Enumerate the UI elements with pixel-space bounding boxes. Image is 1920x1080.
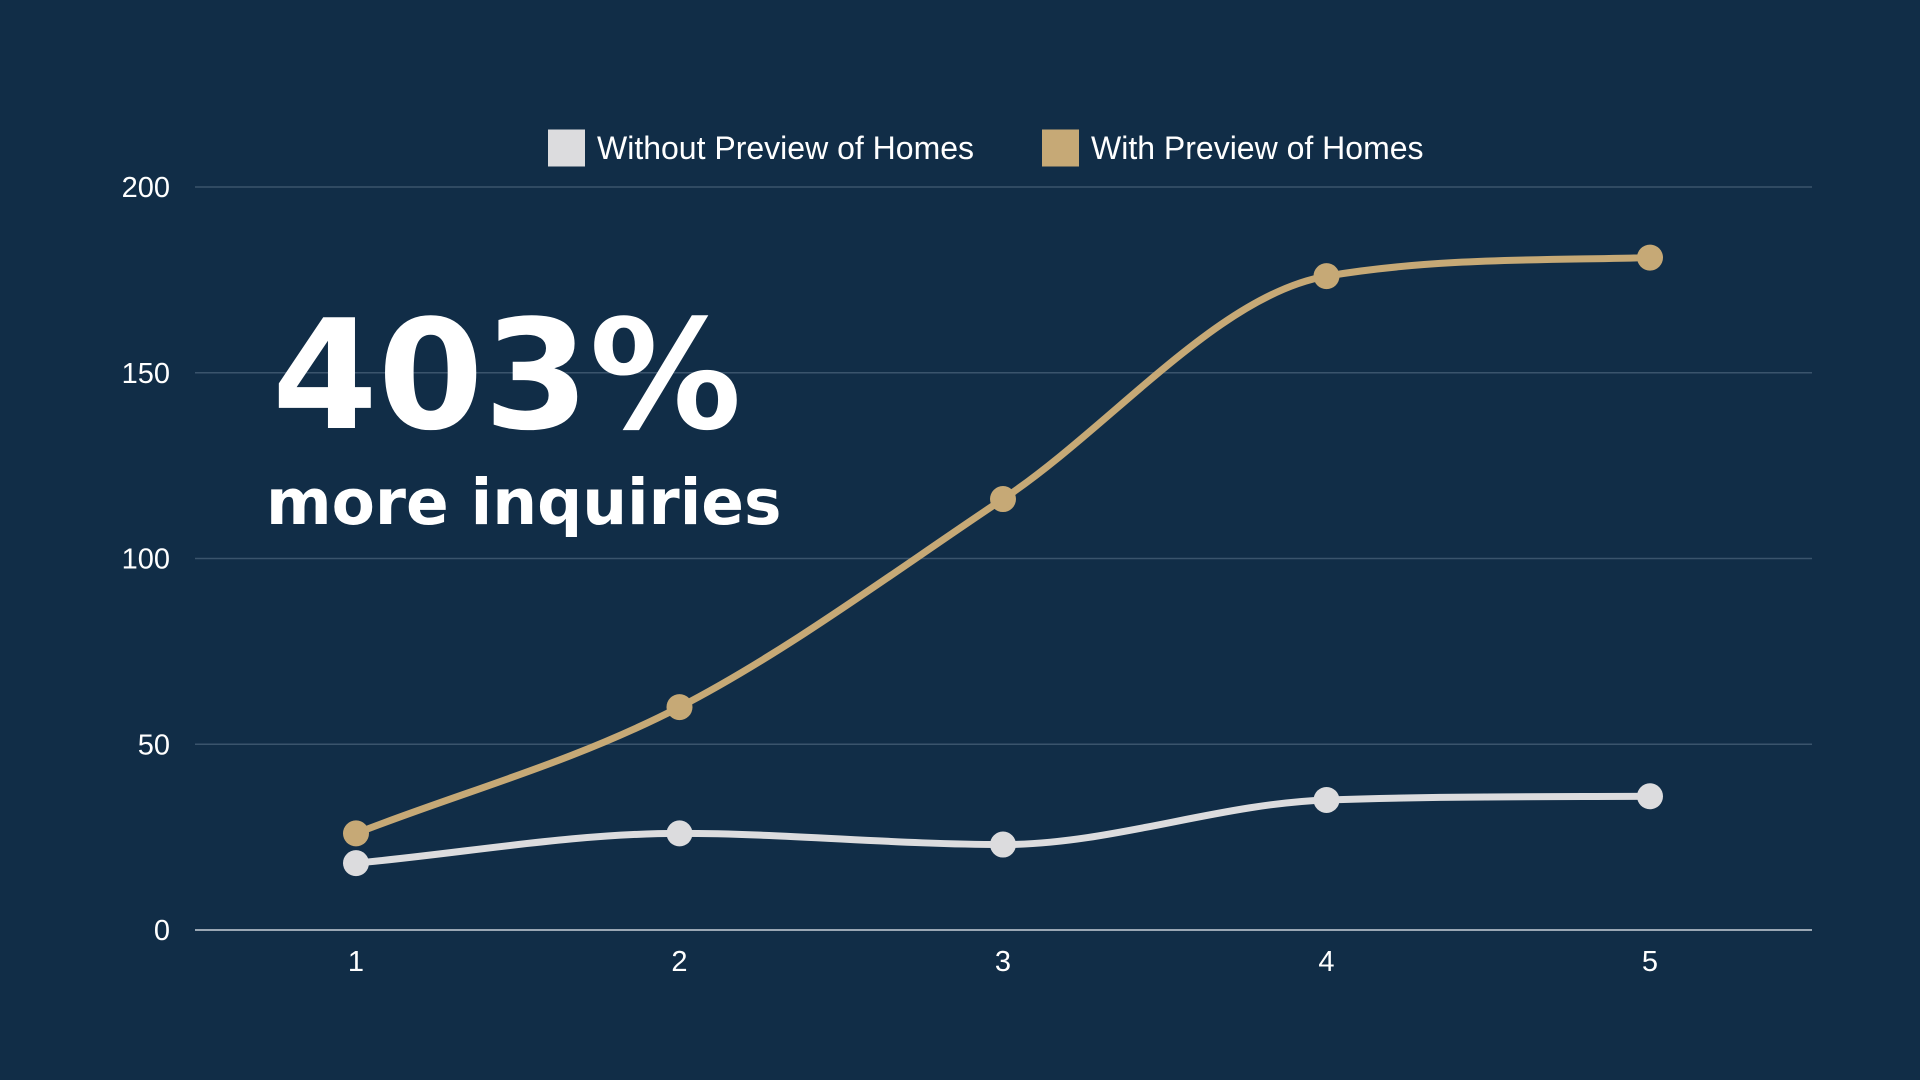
- y-tick-label: 150: [122, 358, 170, 390]
- series-1-point: [666, 820, 693, 847]
- x-tick-label: 2: [671, 946, 687, 978]
- x-tick-label: 5: [1642, 946, 1658, 978]
- x-tick-label: 3: [995, 946, 1011, 978]
- legend-swatch: [548, 129, 585, 167]
- series-1-point: [343, 850, 369, 877]
- axis-layer: 0 50 100 150 200 1 2 3 4 5: [122, 172, 1812, 978]
- legend: Without Preview of Homes With Preview of …: [548, 129, 1424, 167]
- legend-swatch: [1042, 129, 1079, 167]
- series-2-point: [1313, 263, 1340, 290]
- y-tick-label: 50: [138, 729, 170, 761]
- series-layer: [343, 244, 1663, 877]
- headline-percentage: 403%: [272, 287, 742, 464]
- x-tick-label: 4: [1318, 946, 1334, 978]
- y-tick-label: 100: [122, 544, 170, 576]
- headline-caption: more inquiries: [266, 466, 782, 539]
- series-1-point: [1313, 786, 1340, 813]
- legend-label: Without Preview of Homes: [597, 130, 974, 166]
- series-2-point: [1637, 244, 1663, 271]
- y-tick-label: 0: [154, 915, 170, 947]
- series-2-point: [666, 694, 693, 721]
- grid-layer: [195, 186, 1812, 745]
- x-tick-label: 1: [348, 946, 364, 978]
- legend-label: With Preview of Homes: [1091, 130, 1424, 166]
- series-1-point: [990, 831, 1016, 858]
- series-2-point: [990, 486, 1016, 513]
- series-2-point: [343, 820, 369, 847]
- headline-callout: 403% more inquiries: [266, 287, 782, 539]
- legend-item: With Preview of Homes: [1042, 129, 1424, 167]
- legend-item: Without Preview of Homes: [548, 129, 974, 167]
- y-tick-label: 200: [122, 172, 170, 204]
- series-1-point: [1637, 783, 1663, 810]
